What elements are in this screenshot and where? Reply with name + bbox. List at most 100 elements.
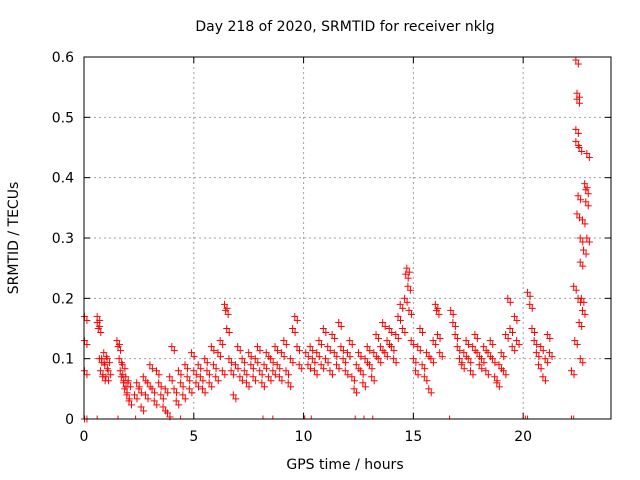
data-point (506, 325, 514, 332)
data-point (159, 395, 167, 403)
zero-point (177, 415, 185, 420)
data-point (405, 306, 413, 314)
data-point (451, 322, 459, 330)
data-point (181, 361, 189, 369)
data-point (453, 343, 461, 351)
data-point (489, 341, 497, 349)
data-point (480, 359, 488, 367)
data-point (144, 395, 152, 403)
data-point (581, 180, 589, 188)
data-point (570, 371, 578, 379)
data-point (273, 361, 281, 369)
data-point (326, 347, 334, 355)
data-point (144, 379, 152, 387)
data-point (157, 391, 165, 399)
data-point (504, 294, 512, 302)
data-point (573, 341, 581, 349)
data-point (366, 347, 374, 355)
data-point (271, 343, 279, 351)
x-tick-label: 15 (404, 429, 422, 445)
data-point (438, 353, 446, 361)
data-point (390, 355, 398, 363)
data-point (495, 361, 503, 369)
data-point (350, 385, 358, 393)
data-point (537, 343, 545, 351)
data-point (184, 365, 192, 373)
data-point (196, 373, 204, 381)
data-point (234, 343, 242, 351)
chart-title: Day 218 of 2020, SRMTID for receiver nkl… (195, 19, 494, 35)
data-point (416, 325, 424, 332)
zero-point (269, 415, 277, 420)
data-point (285, 371, 293, 379)
zero-point (114, 415, 122, 420)
data-point (526, 292, 534, 300)
data-point (97, 329, 105, 336)
data-point (282, 341, 290, 349)
data-point (243, 371, 251, 379)
data-point (432, 341, 440, 349)
data-point (579, 359, 587, 367)
data-point (324, 359, 332, 367)
data-point (502, 331, 510, 339)
data-point (313, 349, 321, 357)
data-point (240, 367, 248, 375)
data-point (179, 383, 187, 391)
data-point (229, 391, 237, 399)
data-point (256, 347, 264, 355)
data-point (331, 335, 339, 343)
data-point (291, 312, 299, 320)
data-point (293, 343, 301, 351)
zero-point (351, 415, 359, 420)
data-point (212, 365, 220, 373)
data-point (247, 361, 255, 369)
data-point (480, 343, 488, 351)
data-point (214, 349, 222, 357)
data-point (83, 371, 91, 379)
data-point (278, 349, 286, 357)
data-point (122, 373, 130, 381)
data-point (574, 192, 582, 200)
data-point (304, 361, 312, 369)
zero-point (369, 415, 377, 420)
data-point (575, 144, 583, 151)
data-point (276, 365, 284, 373)
data-point (179, 391, 187, 399)
data-point (223, 325, 231, 332)
data-point (462, 337, 470, 345)
data-point (128, 401, 136, 409)
data-point (194, 383, 202, 391)
data-point (116, 367, 124, 375)
data-point (412, 359, 420, 367)
data-point (170, 385, 178, 393)
data-point (410, 341, 418, 349)
data-point (146, 361, 154, 369)
data-point (140, 407, 148, 415)
data-point (126, 383, 134, 391)
data-point (124, 379, 132, 387)
data-point (577, 196, 585, 204)
data-point (585, 154, 593, 162)
data-point (241, 359, 249, 367)
data-point (344, 371, 352, 379)
data-point (232, 395, 240, 403)
data-point (530, 329, 538, 336)
data-point (515, 341, 523, 349)
data-point (541, 355, 549, 363)
data-point (573, 210, 581, 218)
x-tick-label: 10 (295, 429, 313, 445)
data-point (387, 343, 395, 351)
data-point (219, 341, 227, 349)
data-point (544, 359, 552, 367)
data-point (375, 335, 383, 343)
data-point (572, 56, 580, 64)
data-point (484, 371, 492, 379)
data-point (166, 373, 174, 381)
data-point (502, 371, 510, 379)
data-point (253, 343, 261, 351)
data-point (477, 355, 485, 363)
data-point (354, 349, 362, 357)
data-point (326, 367, 334, 375)
data-point (96, 367, 104, 375)
data-point (131, 391, 139, 399)
